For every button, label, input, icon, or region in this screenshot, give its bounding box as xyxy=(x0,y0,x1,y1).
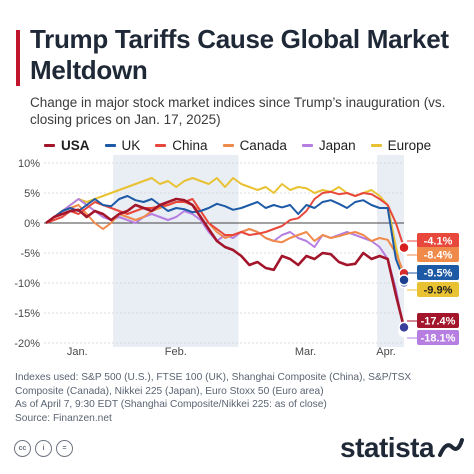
end-label-japan: -18.1% xyxy=(421,333,456,345)
legend-item-canada: Canada xyxy=(222,137,287,153)
by-icon[interactable]: i xyxy=(35,440,52,457)
y-tick-label: -20% xyxy=(14,338,40,350)
series-line-canada xyxy=(45,201,405,274)
end-label-box-usa xyxy=(417,313,459,328)
logo-mark-icon xyxy=(438,438,465,457)
series-line-uk xyxy=(45,195,405,281)
end-label-china: -4.1% xyxy=(424,236,453,248)
legend-label: Japan xyxy=(318,137,356,153)
x-tick-label: Apr. xyxy=(376,346,396,358)
equals-icon[interactable]: = xyxy=(56,440,73,457)
y-tick-label: 0% xyxy=(24,218,40,230)
legend-swatch xyxy=(44,143,55,147)
x-tick-label: Jan. xyxy=(67,346,88,358)
chart-subtitle: Change in major stock market indices sin… xyxy=(30,95,446,127)
legend-item-japan: Japan xyxy=(301,137,356,153)
legend-swatch xyxy=(104,143,116,147)
footnote-indexes: Indexes used: S&P 500 (U.S.), FTSE 100 (… xyxy=(15,372,412,397)
x-tick-label: Feb. xyxy=(165,346,187,358)
end-label-uk: -9.5% xyxy=(424,268,453,280)
title-accent-bar xyxy=(16,30,20,86)
y-tick-label: -5% xyxy=(20,248,40,260)
end-label-box-europe xyxy=(417,282,459,297)
legend-item-uk: UK xyxy=(104,137,141,153)
end-label-europe: -9.9% xyxy=(424,285,453,297)
series-line-usa xyxy=(45,197,406,328)
legend-swatch xyxy=(155,143,167,147)
end-label-box-canada xyxy=(417,247,459,262)
series-line-europe xyxy=(45,177,405,283)
cc-icon[interactable]: cc xyxy=(14,440,31,457)
license-icons: cc i = xyxy=(14,440,77,457)
footnote: Indexes used: S&P 500 (U.S.), FTSE 100 (… xyxy=(15,371,455,425)
end-label-canada: -8.4% xyxy=(424,250,453,262)
footnote-source: Source: Finanzen.net xyxy=(15,412,112,424)
end-marker-uk xyxy=(398,274,410,286)
end-label-usa: -17.4% xyxy=(421,316,456,328)
shaded-month-feb xyxy=(113,155,239,347)
legend-item-usa: USA xyxy=(44,138,90,153)
legend-swatch xyxy=(301,143,313,147)
legend-swatch xyxy=(370,143,382,147)
y-tick-label: -10% xyxy=(14,278,40,290)
chart-title: Trump Tariffs Cause Global Market Meltdo… xyxy=(30,24,449,85)
end-label-box-china xyxy=(417,233,459,248)
legend-label: China xyxy=(172,137,208,153)
logo-text: statista xyxy=(340,432,435,463)
legend-label: Canada xyxy=(239,137,287,153)
legend-label: Europe xyxy=(387,137,432,153)
legend-swatch xyxy=(222,143,234,147)
y-tick-label: 10% xyxy=(18,158,40,170)
legend-label: UK xyxy=(121,137,141,153)
legend-item-china: China xyxy=(155,137,208,153)
y-tick-label: 5% xyxy=(24,188,40,200)
legend-item-europe: Europe xyxy=(370,137,432,153)
end-label-box-uk xyxy=(417,265,459,280)
end-label-box-japan xyxy=(417,330,459,345)
legend: USA UK China Canada Japan Europe xyxy=(44,137,446,153)
statista-logo[interactable]: statista xyxy=(340,432,465,464)
x-tick-label: Mar. xyxy=(295,346,316,358)
end-marker-usa xyxy=(398,321,410,334)
end-marker-china xyxy=(398,241,410,254)
line-chart: 10% 5% 0% -5% -10% -15% -20% Jan. Feb. Mar. Apr. -4… xyxy=(14,155,459,358)
y-tick-label: -15% xyxy=(14,308,40,320)
legend-label: USA xyxy=(61,137,90,153)
footnote-timing: As of April 7, 9:30 EDT (Shanghai Compos… xyxy=(15,399,327,411)
